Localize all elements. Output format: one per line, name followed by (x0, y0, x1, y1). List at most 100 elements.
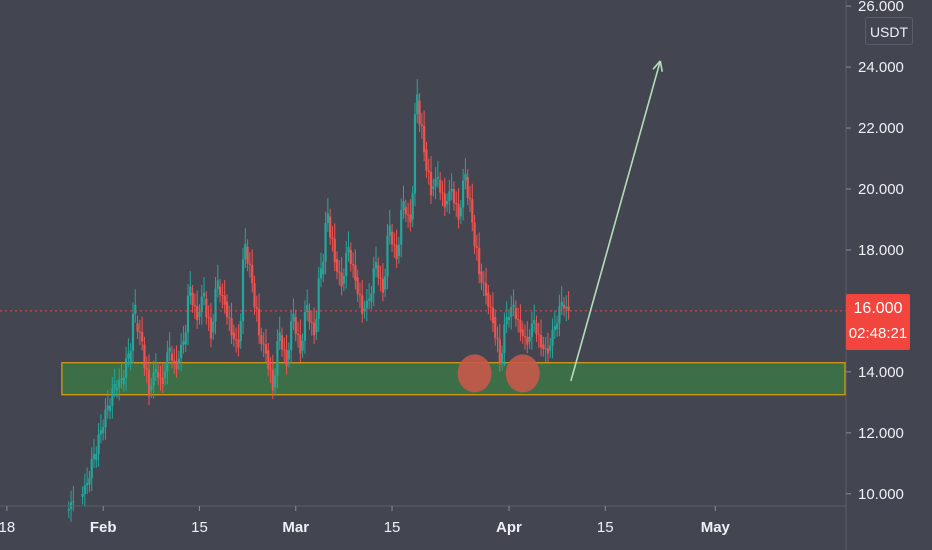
candle-body (439, 179, 442, 193)
candle-body (505, 317, 508, 325)
candle-body (498, 339, 501, 363)
candle-body (528, 336, 531, 342)
candle-body (416, 94, 419, 115)
candle-body (90, 459, 93, 479)
candle-body (184, 332, 187, 345)
candle-body (207, 316, 210, 319)
candle-body (173, 360, 176, 362)
candle-body (377, 265, 380, 278)
candle-body (400, 209, 403, 245)
candle-body (168, 347, 171, 353)
candle-body (510, 307, 513, 317)
candle-body (212, 321, 215, 333)
candle-body (315, 318, 318, 333)
candle-body (303, 312, 307, 342)
candle-body (560, 301, 563, 307)
candle-body (349, 249, 352, 264)
candle-body (131, 313, 135, 351)
candle-body (331, 237, 334, 239)
quote-currency-badge[interactable]: USDT (865, 17, 913, 45)
candle-body (152, 372, 155, 386)
candle-body (86, 483, 89, 486)
candle-body (546, 348, 550, 354)
candle-body (507, 316, 511, 321)
candle-body (115, 387, 119, 391)
candle-body (390, 231, 394, 245)
candle-body (478, 247, 481, 275)
double-bottom-marker (457, 354, 492, 393)
candle-body (558, 306, 561, 324)
candle-body (491, 307, 495, 324)
last-price-tag: 16.000 02:48:21 (846, 294, 910, 350)
candle-body (214, 288, 217, 322)
candle-body (253, 283, 256, 308)
candle-body (413, 114, 417, 194)
candle-body (381, 278, 384, 293)
candle-body (127, 353, 130, 359)
candlestick-series (67, 78, 570, 522)
candle-body (143, 344, 146, 369)
candle-body (397, 244, 401, 257)
candle-body (533, 320, 536, 324)
candle-body (462, 180, 465, 208)
candle-body (514, 307, 517, 320)
candle-body (67, 509, 70, 511)
candle-body (129, 350, 132, 363)
candle-body (361, 295, 364, 314)
candle-body (517, 319, 520, 321)
candle-body (345, 252, 348, 276)
candle-body (395, 245, 398, 260)
candle-body (473, 222, 476, 247)
candle-body (88, 478, 91, 485)
candle-body (218, 286, 222, 295)
candle-body (175, 361, 178, 369)
candle-body (567, 306, 570, 311)
candle-body (269, 368, 272, 371)
candle-body (374, 262, 378, 269)
date-tick-label: Apr (496, 519, 522, 536)
candle-body (324, 223, 327, 262)
candle-body (267, 350, 270, 369)
candle-body (271, 370, 274, 391)
date-tick-label: Feb (90, 519, 117, 536)
candle-body (170, 353, 174, 361)
candle-body (209, 318, 213, 339)
candle-body (425, 149, 428, 171)
last-price-label: 16.000 (853, 300, 903, 317)
candle-body (312, 322, 316, 336)
candle-body (562, 304, 566, 309)
candle-body (370, 293, 373, 302)
candle-body (182, 341, 185, 345)
bar-countdown: 02:48:21 (848, 325, 908, 342)
candle-body (147, 369, 151, 397)
date-tick-label: 18 (0, 519, 15, 536)
candle-body (503, 324, 506, 354)
candle-body (363, 308, 366, 311)
candle-body (95, 453, 98, 461)
candle-body (487, 292, 490, 307)
candle-body (338, 271, 341, 273)
candle-body (111, 388, 114, 406)
time-axis[interactable]: 18 Feb 15 Mar 15 Apr 15 May (0, 506, 731, 536)
candle-body (276, 340, 279, 376)
price-tick-label: 18.000 (858, 242, 904, 259)
candle-body (535, 323, 538, 335)
candle-body (202, 292, 206, 297)
candle-body (356, 277, 359, 295)
candle-body (308, 310, 311, 323)
candle-body (225, 301, 229, 318)
candle-body (388, 225, 391, 236)
candle-body (306, 304, 309, 313)
candle-body (335, 259, 339, 272)
candle-body (285, 350, 288, 366)
price-tick-label: 10.000 (858, 486, 904, 503)
candle-body (539, 335, 543, 348)
candle-body (448, 191, 451, 202)
candle-body (232, 332, 235, 340)
date-tick-label: 15 (384, 519, 401, 536)
candle-body (317, 278, 320, 319)
candle-body (530, 323, 534, 337)
price-tick-label: 12.000 (858, 425, 904, 442)
candle-body (496, 337, 499, 340)
